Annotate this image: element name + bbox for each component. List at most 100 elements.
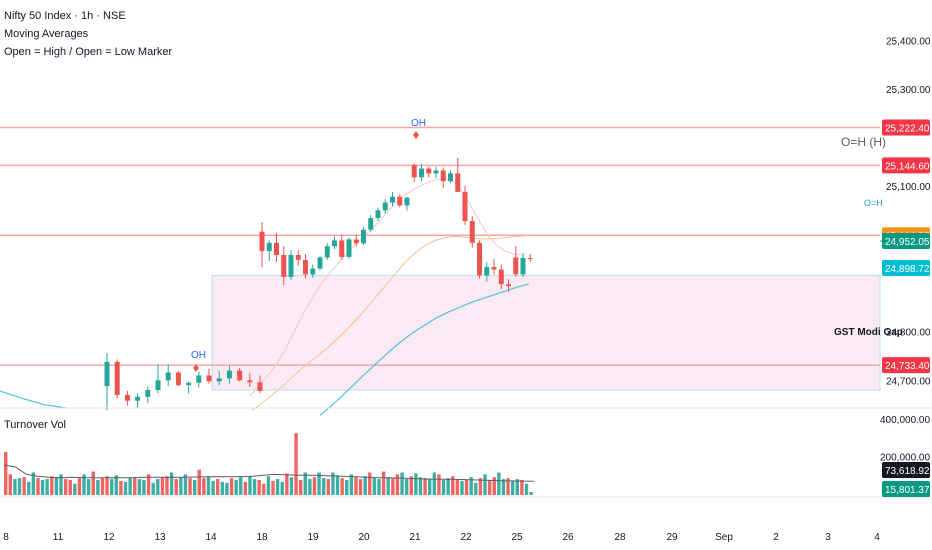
price-tag-0-text: 25,222.40 xyxy=(885,124,930,135)
time-tick-label-2: 12 xyxy=(103,532,115,543)
volume-bar-70 xyxy=(326,479,331,495)
volume-bar-49 xyxy=(229,478,234,495)
time-tick-label-1: 11 xyxy=(53,532,64,543)
candle-body-48 xyxy=(491,267,497,270)
volume-bar-4 xyxy=(22,477,26,495)
volume-bar-111 xyxy=(515,479,519,495)
volume-bar-1 xyxy=(8,474,13,495)
price-tag-5: 24,733.40 xyxy=(882,357,930,374)
volume-bar-39 xyxy=(183,474,188,495)
volume-bar-13 xyxy=(63,479,68,495)
volume-bar-106 xyxy=(492,477,496,495)
candle-body-25 xyxy=(324,246,330,258)
candle-body-16 xyxy=(259,231,265,252)
time-tick-label-6: 19 xyxy=(307,532,319,543)
candle-body-7 xyxy=(175,372,181,386)
price-tick-label-0: 24,700.00 xyxy=(886,376,931,387)
volume-bar-56 xyxy=(262,483,266,495)
volume-bar-99 xyxy=(460,480,464,495)
time-tick-label-0: 8 xyxy=(3,532,9,543)
volume-bar-33 xyxy=(156,479,160,495)
candle-body-33 xyxy=(382,202,388,211)
price-tag-0-bg xyxy=(882,119,930,136)
volume-bar-32 xyxy=(151,482,155,495)
volume-bar-104 xyxy=(483,474,487,495)
volume-bar-64 xyxy=(298,480,303,495)
volume-bar-5 xyxy=(27,481,31,495)
volume-bar-24 xyxy=(114,475,119,495)
volume-bar-87 xyxy=(404,479,409,495)
oh-diamond-top-icon xyxy=(413,131,419,139)
volume-bar-107 xyxy=(497,472,501,495)
volume-bar-77 xyxy=(358,479,363,495)
candle-body-36 xyxy=(404,197,410,206)
o-h-label: O=H xyxy=(864,198,883,208)
candle-body-50 xyxy=(506,284,511,287)
indicator-moving-averages[interactable]: Moving Averages xyxy=(4,28,89,40)
volume-ma-line xyxy=(3,464,535,482)
volume-bar-30 xyxy=(142,480,146,495)
volume-bar-98 xyxy=(455,479,460,495)
candle-body-27 xyxy=(339,240,345,257)
candle-body-1 xyxy=(114,361,120,395)
volume-bar-9 xyxy=(45,479,49,495)
volume-bar-92 xyxy=(428,479,432,495)
volume-bar-79 xyxy=(368,472,372,495)
time-tick-label-14: Sep xyxy=(715,532,733,543)
price-tag-3-bg xyxy=(882,233,930,249)
symbol-title[interactable]: Nifty 50 Index · 1h · NSE xyxy=(4,10,126,22)
candle-body-9 xyxy=(196,375,202,383)
price-tags: 25,222.4025,144.6025,000.5724,952.0524,8… xyxy=(880,119,930,497)
candle-body-17 xyxy=(266,242,272,252)
volume-bar-62 xyxy=(289,477,294,495)
volume-tick-label-0: 200,000.00 xyxy=(880,453,930,464)
volume-bar-29 xyxy=(137,479,142,495)
volume-bar-74 xyxy=(345,480,349,495)
volume-bar-97 xyxy=(451,476,455,495)
candle-body-37 xyxy=(411,165,417,178)
volume-bar-19 xyxy=(91,471,95,495)
volume-bar-15 xyxy=(73,483,77,495)
oh-h-label: O=H (H) xyxy=(841,135,886,149)
volume-bar-113 xyxy=(524,483,529,495)
time-tick-label-5: 18 xyxy=(256,532,268,543)
candle-body-51 xyxy=(513,257,519,275)
volume-bar-37 xyxy=(174,479,178,495)
ma-slow-line xyxy=(319,283,529,416)
volume-bar-108 xyxy=(501,479,506,495)
volume-bar-55 xyxy=(257,480,261,495)
candle-body-40 xyxy=(433,170,439,174)
volume-bar-26 xyxy=(123,481,128,495)
volume-bar-75 xyxy=(349,474,354,495)
candle-body-6 xyxy=(165,372,171,381)
ma-mid-line xyxy=(251,235,528,411)
volume-bar-2 xyxy=(13,479,17,495)
volume-bar-114 xyxy=(529,492,533,495)
volume-bar-73 xyxy=(340,478,344,495)
candle-body-11 xyxy=(216,378,222,382)
candle-body-15 xyxy=(257,382,263,391)
volume-bar-27 xyxy=(128,478,132,495)
price-tag-1-text: 25,144.60 xyxy=(885,161,930,172)
volume-bar-66 xyxy=(308,479,312,495)
candle-body-47 xyxy=(484,267,490,276)
volume-bar-85 xyxy=(395,474,400,495)
candle-body-32 xyxy=(375,210,381,219)
candle-body-23 xyxy=(310,268,316,275)
candle-body-20 xyxy=(288,255,294,277)
volume-bar-94 xyxy=(437,474,441,495)
volume-bar-38 xyxy=(179,477,183,495)
time-tick-label-4: 14 xyxy=(205,532,217,543)
volume-bar-35 xyxy=(165,476,169,495)
volume-tag-0-bg xyxy=(882,462,930,478)
bar-countdown-timer: 48:52 xyxy=(885,249,911,260)
volume-tag-1: 15,801.37 xyxy=(882,481,930,497)
volume-bar-58 xyxy=(271,480,275,495)
candle-body-28 xyxy=(346,239,352,257)
indicator-turnover-vol[interactable]: Turnover Vol xyxy=(4,419,66,431)
volume-bar-82 xyxy=(381,471,386,495)
indicator-oh-ol-marker[interactable]: Open = High / Open = Low Marker xyxy=(4,46,173,58)
time-tick-label-7: 20 xyxy=(358,532,370,543)
volume-bar-101 xyxy=(469,477,473,495)
